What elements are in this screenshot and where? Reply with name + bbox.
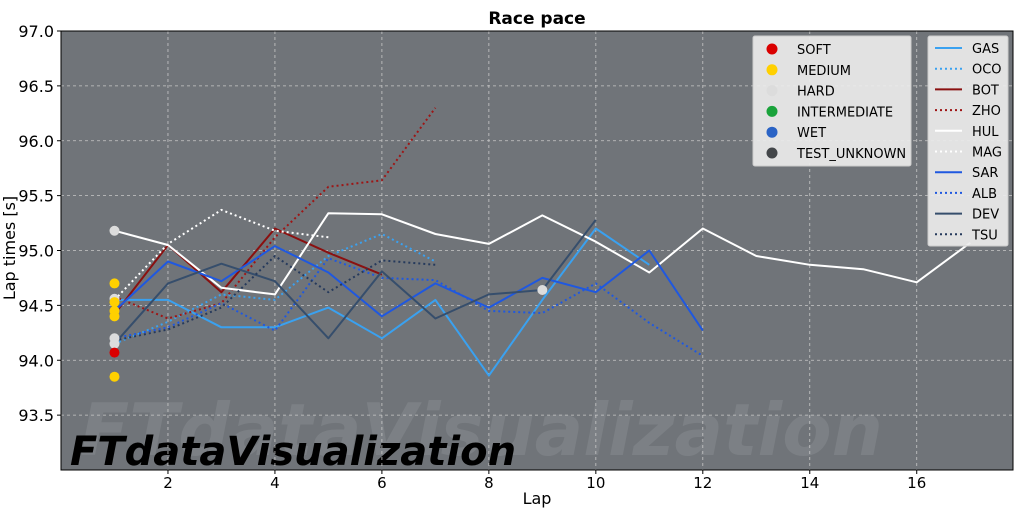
legend-compound-label: SOFT <box>797 43 831 58</box>
series-line-mag <box>113 208 329 301</box>
x-tick-label: 6 <box>377 474 387 492</box>
legend-driver-label: OCO <box>972 63 1002 78</box>
plot-frame <box>60 30 1014 471</box>
series-line-oco <box>114 233 436 345</box>
legend-compound-label: TEST_UNKNOWN <box>796 147 906 162</box>
legend-compound-marker <box>766 105 778 117</box>
compound-point-hard <box>109 338 120 349</box>
series-line-zho <box>114 107 437 320</box>
legend-compound-marker <box>766 126 778 138</box>
x-tick-label: 14 <box>800 474 819 492</box>
x-tick-label: 12 <box>693 474 712 492</box>
compound-point-medium <box>109 371 120 382</box>
y-axis-label: Lap times [s] <box>0 196 19 300</box>
x-tick-label: 8 <box>484 474 494 492</box>
compound-point-medium <box>109 311 120 322</box>
y-tick-label: 94.5 <box>18 296 54 315</box>
y-tick-label: 96.0 <box>18 132 54 151</box>
y-tick-label: 95.0 <box>18 242 54 261</box>
series-line-sar <box>113 245 704 332</box>
compound-legend-box <box>752 35 912 167</box>
compound-point-soft <box>109 347 120 358</box>
series-line-bot <box>113 227 383 315</box>
x-tick-label: 4 <box>270 474 280 492</box>
legend-driver-label: SAR <box>972 166 998 181</box>
legend-driver-label: HUL <box>972 125 999 140</box>
driver-legend: GAS OCO BOT ZHO HUL MAG SAR ALB DEV TSU <box>927 35 1009 247</box>
x-tick-label: 2 <box>163 474 173 492</box>
legend-driver-label: ALB <box>972 187 997 202</box>
compound-point-hard <box>537 285 548 296</box>
legend-driver-label: ZHO <box>972 104 1001 119</box>
legend-compound-label: HARD <box>797 85 835 100</box>
legend-compound-label: INTERMEDIATE <box>797 105 893 120</box>
chart-title: Race pace <box>488 9 585 29</box>
legend-driver-label: MAG <box>972 146 1002 161</box>
compound-legend: SOFT MEDIUM HARD INTERMEDIATE WET TEST_UNKNOW… <box>752 35 912 167</box>
legend-compound-marker <box>766 43 778 55</box>
y-tick-label: 97.0 <box>18 22 54 41</box>
legend-compound-label: WET <box>797 126 826 141</box>
compound-point-medium <box>109 297 120 308</box>
series-line-dev <box>113 219 597 345</box>
series-line-alb <box>114 257 704 357</box>
legend-driver-label: BOT <box>972 83 999 98</box>
y-tick-label: 95.5 <box>18 187 54 206</box>
series-line-gas <box>114 227 650 377</box>
compound-point-medium <box>109 278 120 289</box>
compound-point-hard <box>109 225 120 236</box>
legend-driver-label: GAS <box>972 42 999 57</box>
compound-points <box>109 225 548 382</box>
x-axis-label: Lap <box>523 489 552 508</box>
legend-driver-label: DEV <box>972 208 999 223</box>
legend-compound-marker <box>766 64 778 76</box>
y-tick-label: 93.5 <box>18 406 54 425</box>
y-tick-label: 94.0 <box>18 351 54 370</box>
x-tick-label: 10 <box>586 474 605 492</box>
y-tick-label: 96.5 <box>18 77 54 96</box>
watermark-text: FTdataVisualization <box>70 429 516 475</box>
legend-compound-marker <box>766 147 778 159</box>
series-lines <box>113 107 971 377</box>
series-line-tsu <box>114 255 436 342</box>
legend-compound-marker <box>766 85 778 97</box>
legend-compound-label: MEDIUM <box>797 64 851 79</box>
legend-driver-label: TSU <box>971 228 998 243</box>
watermark-shadow-text: FTdataVisualization <box>80 388 883 472</box>
series-line-hul <box>114 212 971 296</box>
x-tick-label: 16 <box>907 474 926 492</box>
